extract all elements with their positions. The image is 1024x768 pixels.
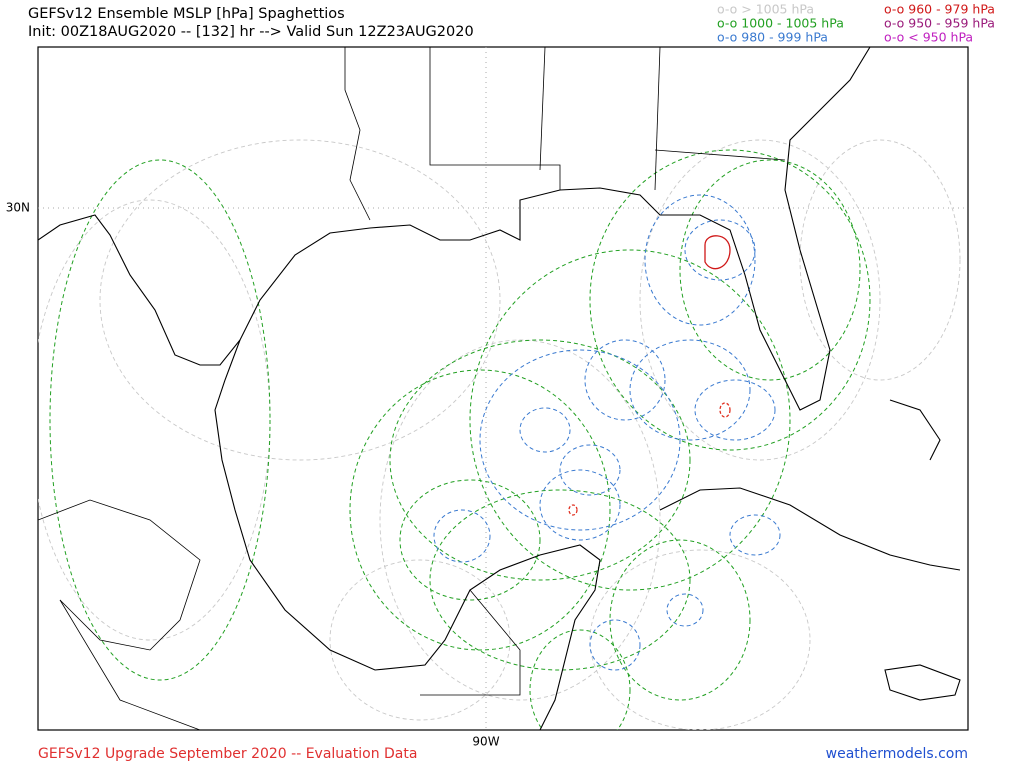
legend-entry: o-o 950 - 959 hPa — [884, 16, 995, 31]
legend-entry: o-o > 1005 hPa — [717, 2, 814, 17]
legend-entry: o-o 960 - 979 hPa — [884, 2, 995, 17]
lon-label: 90W — [472, 735, 499, 749]
red-contours — [568, 235, 731, 516]
blue-contours — [433, 194, 781, 671]
legend-entry: o-o 1000 - 1005 hPa — [717, 16, 844, 31]
legend-entry: o-o 980 - 999 hPa — [717, 30, 828, 45]
map-frame — [37, 46, 969, 731]
map — [38, 47, 968, 730]
lat-label: 30N — [6, 201, 30, 215]
borders — [38, 47, 786, 730]
coastlines — [38, 47, 961, 730]
footer-right: weathermodels.com — [826, 746, 968, 762]
footer-left: GEFSv12 Upgrade September 2020 -- Evalua… — [38, 746, 417, 762]
green-contours — [49, 149, 871, 730]
legend-entry: o-o < 950 hPa — [884, 30, 973, 45]
subtitle: Init: 00Z18AUG2020 -- [132] hr --> Valid… — [28, 24, 474, 40]
title: GEFSv12 Ensemble MSLP [hPa] Spaghettios — [28, 6, 345, 22]
